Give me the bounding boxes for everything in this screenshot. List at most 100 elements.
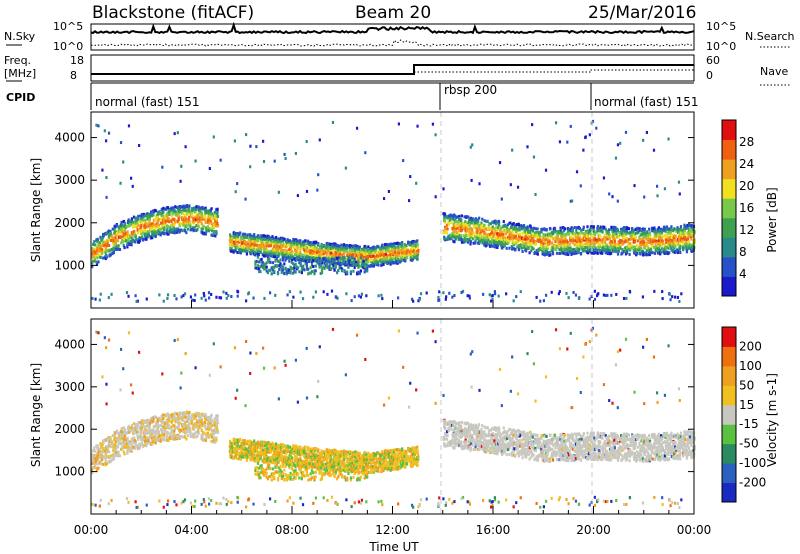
power-echo-cell	[651, 244, 654, 248]
power-echo-cell	[546, 251, 550, 255]
power-echo-cell	[267, 244, 271, 248]
power-echo-cell	[526, 145, 529, 149]
power-echo-cell	[526, 233, 530, 237]
power-echo-cell	[185, 231, 188, 235]
power-echo-cell	[257, 252, 260, 256]
power-echo-cell	[598, 238, 602, 242]
velocity-echo-cell	[99, 451, 102, 455]
power-echo-cell	[458, 222, 461, 226]
power-echo-cell	[339, 256, 342, 260]
power-echo-cell	[493, 290, 496, 294]
power-echo-cell	[387, 189, 390, 193]
power-echo-cell	[456, 226, 459, 230]
power-echo-cell	[181, 229, 184, 233]
power-echo-cell	[210, 229, 214, 233]
power-echo-cell	[606, 250, 609, 254]
power-echo-cell	[571, 241, 574, 245]
power-echo-cell	[586, 246, 589, 250]
power-echo-cell	[445, 295, 448, 299]
power-echo-cell	[273, 244, 276, 248]
power-echo-cell	[569, 124, 572, 128]
power-echo-cell	[315, 257, 319, 261]
power-echo-cell	[530, 227, 533, 231]
power-echo-cell	[414, 255, 417, 259]
noise-sky-label: N.Sky	[4, 30, 36, 43]
power-echo-cell	[245, 299, 248, 303]
power-echo-cell	[332, 263, 335, 267]
power-echo-cell	[127, 243, 131, 247]
power-echo-cell	[631, 228, 634, 232]
power-echo-cell	[585, 237, 588, 241]
power-echo-cell	[363, 270, 366, 274]
power-echo-cell	[206, 217, 209, 221]
power-echo-cell	[504, 228, 507, 232]
power-echo-cell	[681, 228, 684, 232]
power-echo-cell	[444, 227, 447, 231]
power-echo-cell	[120, 225, 123, 229]
power-echo-cell	[570, 235, 573, 239]
power-echo-cell	[599, 225, 602, 229]
power-echo-cell	[309, 266, 312, 270]
power-echo-cell	[222, 290, 225, 294]
power-echo-cell	[92, 252, 96, 256]
power-echo-cell	[116, 239, 120, 243]
power-echo-cell	[676, 226, 679, 230]
power-echo-cell	[119, 235, 122, 239]
power-echo-cell	[640, 229, 644, 233]
power-echo-cell	[250, 251, 253, 255]
power-echo-cell	[521, 249, 524, 253]
power-echo-cell	[330, 289, 334, 293]
power-echo-cell	[305, 261, 309, 265]
power-echo-cell	[127, 236, 130, 240]
power-echo-cell	[276, 259, 280, 263]
power-echo-cell	[310, 253, 314, 257]
power-echo-cell	[300, 253, 303, 257]
power-echo-cell	[325, 262, 329, 266]
power-echo-cell	[119, 141, 123, 145]
power-echo-cell	[584, 246, 587, 250]
power-echo-cell	[322, 257, 325, 261]
cpid-segment-2: rbsp 200	[444, 83, 497, 97]
power-echo-cell	[183, 214, 187, 218]
power-echo-cell	[279, 258, 282, 262]
power-echo-cell	[679, 251, 682, 255]
power-echo-cell	[112, 242, 115, 246]
power-echo-cell	[292, 238, 295, 242]
power-echo-cell	[93, 240, 96, 244]
power-echo-cell	[409, 258, 412, 262]
power-echo-cell	[563, 239, 566, 243]
noise-panel: N.Sky 10^5 10^0 10^5 10^0 N.Search	[4, 20, 795, 53]
power-echo-cell	[300, 271, 303, 275]
power-echo-cell	[381, 257, 384, 261]
power-echo-cell	[622, 296, 626, 300]
power-echo-cell	[258, 235, 261, 239]
power-echo-cell	[614, 242, 617, 246]
power-echo-cell	[487, 224, 490, 228]
power-echo-cell	[364, 262, 367, 266]
power-echo-cell	[451, 214, 454, 218]
power-echo-cell	[304, 262, 307, 266]
power-echo-cell	[578, 235, 581, 239]
power-echo-cell	[689, 243, 692, 247]
power-echo-cell	[95, 123, 98, 127]
power-echo-cell	[118, 248, 122, 252]
power-echo-cell	[648, 227, 651, 231]
power-echo-cell	[104, 251, 107, 255]
power-echo-cell	[278, 252, 281, 256]
power-echo-cell	[390, 249, 393, 253]
power-echo-cell	[165, 224, 169, 228]
freq-right-tick-high: 60	[706, 54, 720, 67]
power-echo-cell	[508, 239, 511, 243]
power-echo-cell	[482, 226, 485, 230]
power-echo-cell	[117, 232, 120, 236]
power-echo-cell	[120, 230, 123, 234]
power-echo-cell	[191, 298, 194, 302]
power-echo-cell	[673, 245, 676, 249]
power-echo-cell	[358, 250, 362, 254]
power-echo-cell	[371, 261, 374, 265]
power-echo-cell	[210, 233, 213, 237]
power-echo-cell	[524, 226, 528, 230]
power-echo-cell	[173, 223, 176, 227]
power-echo-cell	[266, 251, 269, 255]
power-echo-cell	[98, 298, 101, 302]
